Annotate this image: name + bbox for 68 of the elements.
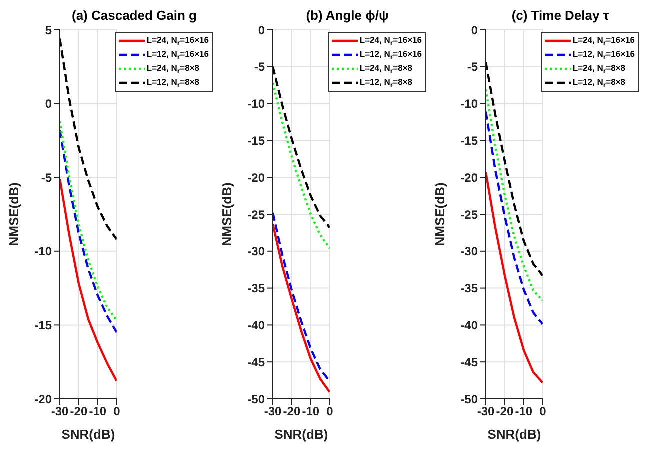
legend-label: L=24, N$_{r}$=8×8 [146,62,200,76]
x-axis-title: SNR(dB) [488,427,542,442]
line-series [273,82,330,250]
y-tick-label: -15 [248,134,266,148]
y-axis-title: NMSE(dB) [6,182,22,246]
y-tick-label: -40 [460,318,478,332]
y-tick-label: -45 [248,355,266,370]
line-series [486,110,543,326]
x-tick-label: 0 [540,404,547,419]
x-tick-label: -10 [515,404,533,419]
y-tick-label: 5 [45,23,52,38]
y-tick-label: -35 [460,282,478,296]
line-series [486,88,543,302]
legend-label: L=24, N$_{r}$=8×8 [572,62,626,76]
y-axis-title: NMSE(dB) [220,182,235,246]
legend-label: L=12, N$_{r}$=16×16 [146,48,209,62]
legend-label: L=24, N$_{r}$=16×16 [572,34,635,48]
y-tick-label: -30 [248,244,266,259]
y-axis-title: NMSE(dB) [432,182,448,246]
legend-label: L=12, N$_{r}$=16×16 [572,48,635,62]
x-tick-label: -10 [89,404,107,419]
y-tick-label: -10 [34,244,52,259]
line-series [273,66,330,229]
x-tick-label: -30 [477,404,495,419]
chart-title: (b) Angle ϕ/ψ [306,8,389,23]
y-tick-label: 0 [45,97,52,112]
line-series [486,61,543,277]
legend-label: L=24, N$_{r}$=16×16 [146,34,209,48]
y-tick-label: -20 [248,170,266,185]
y-tick-label: 0 [471,23,478,38]
legend-label: L=12, N$_{r}$=16×16 [360,48,422,62]
line-series [486,171,543,384]
legend-label: L=24, N$_{r}$=8×8 [360,62,413,76]
x-tick-label: -20 [496,404,514,419]
y-tick-label: -5 [254,60,266,74]
y-tick-label: -5 [467,60,478,74]
x-axis-title: SNR(dB) [274,427,328,442]
x-axis-title: SNR(dB) [62,427,116,442]
chart-title: (a) Cascaded Gain g [72,8,197,23]
y-tick-label: -50 [460,392,478,406]
x-tick-label: 0 [114,404,121,419]
y-tick-label: -20 [460,170,478,185]
y-tick-label: -25 [460,208,478,222]
y-tick-label: -50 [248,392,266,406]
y-tick-label: -20 [34,392,52,406]
x-tick-label: 0 [326,404,334,419]
line-series [60,178,117,382]
y-tick-label: -40 [248,318,266,332]
y-tick-label: -45 [460,355,478,370]
x-tick-label: -20 [283,404,301,419]
x-tick-label: -30 [264,404,282,419]
legend-label: L=12, N$_{r}$=8×8 [572,76,626,90]
y-tick-label: -30 [460,244,478,259]
y-tick-label: -15 [34,318,52,332]
x-tick-label: -20 [70,404,88,419]
legend-label: L=12, N$_{r}$=8×8 [146,76,200,90]
line-series [60,38,117,241]
y-tick-label: -5 [41,170,52,185]
chart-title: (c) Time Delay τ [512,8,610,23]
y-tick-label: 0 [258,23,266,38]
y-tick-label: -10 [248,97,266,112]
legend-label: L=24, N$_{r}$=16×16 [360,34,422,48]
legend-label: L=12, N$_{r}$=8×8 [360,76,413,90]
y-tick-label: -35 [248,282,266,296]
y-tick-label: -10 [460,97,478,112]
y-tick-label: -25 [248,208,266,222]
x-tick-label: -10 [302,404,320,419]
y-tick-label: -15 [460,134,478,148]
